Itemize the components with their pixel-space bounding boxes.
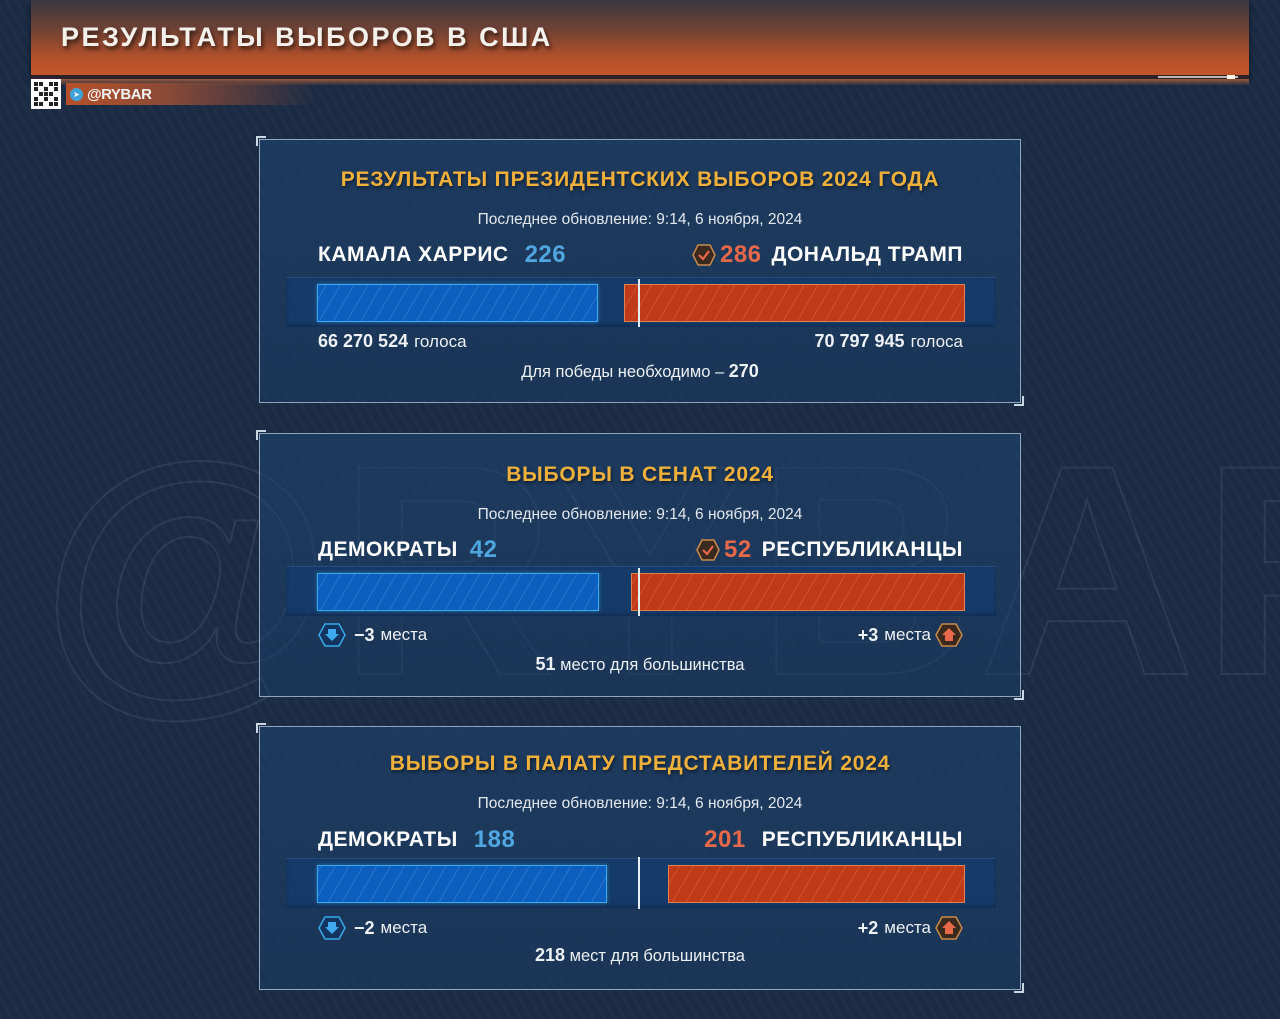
- house-panel: ВЫБОРЫ В ПАЛАТУ ПРЕДСТАВИТЕЛЕЙ 2024 Посл…: [256, 723, 1024, 993]
- banner-divider-glow: [31, 79, 1249, 85]
- seat-change-unit: места: [380, 625, 428, 644]
- threshold-marker: [638, 568, 640, 616]
- banner-indicator-dot: [1227, 75, 1235, 79]
- majority-note: 51 место для большинства: [260, 654, 1020, 675]
- party-name-republicans: РЕСПУБЛИКАНЦЫ: [761, 538, 963, 561]
- bar-republicans: [631, 573, 965, 611]
- majority-value: 51: [535, 654, 556, 674]
- threshold-text: Для победы необходимо –: [521, 363, 725, 381]
- panel-title: ВЫБОРЫ В СЕНАТ 2024: [506, 463, 774, 486]
- senate-panel: ВЫБОРЫ В СЕНАТ 2024 Последнее обновление…: [256, 430, 1024, 700]
- threshold-note: Для победы необходимо – 270: [260, 361, 1020, 382]
- bar-democrats: [317, 865, 607, 903]
- seat-change-democrats: −2 места: [318, 916, 427, 940]
- party-name-republicans: РЕСПУБЛИКАНЦЫ: [761, 828, 963, 851]
- arrow-down-hex-icon: [318, 623, 346, 647]
- party-right: 52 РЕСПУБЛИКАНЦЫ: [696, 536, 963, 564]
- page-title: РЕЗУЛЬТАТЫ ВЫБОРОВ В США: [61, 22, 553, 52]
- seat-change-republicans: +2 места: [858, 916, 963, 940]
- electoral-votes-harris: 226: [524, 241, 567, 268]
- brand-row: ➤ @RYBAR: [31, 79, 316, 109]
- seats-republicans: 201: [704, 826, 746, 853]
- arrow-up-hex-icon: [935, 623, 963, 647]
- results-bar-track: [286, 277, 996, 327]
- party-name-democrats: ДЕМОКРАТЫ: [318, 828, 458, 851]
- bar-democrats: [317, 573, 599, 611]
- seat-change-unit: места: [380, 918, 428, 937]
- popular-vote-harris-number: 66 270 524: [318, 331, 409, 351]
- seats-democrats: 188: [473, 826, 516, 853]
- last-updated: Последнее обновление: 9:14, 6 ноября, 20…: [477, 211, 803, 228]
- party-left: ДЕМОКРАТЫ 188: [318, 826, 515, 854]
- popular-vote-trump-number: 70 797 945: [814, 331, 905, 351]
- party-left: ДЕМОКРАТЫ 42: [318, 536, 497, 564]
- popular-vote-unit: голоса: [414, 331, 467, 351]
- header-banner: РЕЗУЛЬТАТЫ ВЫБОРОВ В США: [31, 0, 1249, 78]
- banner-divider: [31, 75, 1249, 79]
- seats-republicans: 52: [724, 536, 752, 563]
- majority-text: мест для большинства: [569, 947, 745, 965]
- threshold-value: 270: [728, 361, 759, 381]
- threshold-marker: [638, 857, 640, 909]
- bar-harris: [317, 284, 598, 322]
- bar-trump: [624, 284, 965, 322]
- arrow-up-hex-icon: [935, 916, 963, 940]
- seat-change-number: +2: [857, 917, 879, 938]
- seats-democrats: 42: [469, 536, 498, 563]
- channel-tag[interactable]: ➤ @RYBAR: [66, 83, 316, 105]
- popular-vote-harris: 66 270 524 голоса: [318, 331, 467, 352]
- banner-indicator: [1158, 76, 1238, 78]
- results-bar-track: [286, 566, 996, 616]
- telegram-icon: ➤: [70, 87, 83, 101]
- last-updated: Последнее обновление: 9:14, 6 ноября, 20…: [477, 506, 803, 523]
- candidate-name-trump: ДОНАЛЬД ТРАМП: [771, 243, 963, 266]
- presidential-panel: РЕЗУЛЬТАТЫ ПРЕЗИДЕНТСКИХ ВЫБОРОВ 2024 ГО…: [256, 136, 1024, 406]
- channel-handle: @RYBAR: [87, 85, 152, 103]
- last-updated: Последнее обновление: 9:14, 6 ноября, 20…: [477, 795, 803, 812]
- arrow-down-hex-icon: [318, 916, 346, 940]
- candidate-left: КАМАЛА ХАРРИС 226: [318, 241, 566, 269]
- party-right: 201 РЕСПУБЛИКАНЦЫ: [704, 826, 963, 854]
- results-bar-track: [286, 857, 996, 909]
- popular-vote-trump: 70 797 945 голоса: [814, 331, 963, 352]
- majority-note: 218 мест для большинства: [260, 945, 1020, 966]
- party-name-democrats: ДЕМОКРАТЫ: [318, 538, 458, 561]
- candidate-name-harris: КАМАЛА ХАРРИС: [318, 243, 509, 266]
- seat-change-democrats: −3 места: [318, 623, 427, 647]
- seat-change-number: −2: [354, 917, 375, 938]
- panel-title: РЕЗУЛЬТАТЫ ПРЕЗИДЕНТСКИХ ВЫБОРОВ 2024 ГО…: [340, 168, 940, 191]
- check-hex-icon: [692, 244, 716, 266]
- popular-vote-unit: голоса: [910, 331, 963, 351]
- seat-change-republicans: +3 места: [858, 623, 963, 647]
- electoral-votes-trump: 286: [719, 241, 762, 268]
- qr-code-icon[interactable]: [31, 79, 61, 109]
- threshold-marker: [638, 279, 640, 327]
- bar-republicans: [668, 865, 965, 903]
- seat-change-number: +3: [857, 624, 879, 645]
- seat-change-number: −3: [354, 624, 375, 645]
- seat-change-unit: места: [884, 918, 931, 937]
- majority-text: место для большинства: [560, 656, 745, 674]
- panel-title: ВЫБОРЫ В ПАЛАТУ ПРЕДСТАВИТЕЛЕЙ 2024: [389, 752, 891, 775]
- candidate-right: 286 ДОНАЛЬД ТРАМП: [692, 241, 963, 269]
- majority-value: 218: [535, 945, 566, 965]
- seat-change-unit: места: [884, 625, 931, 644]
- check-hex-icon: [696, 539, 720, 561]
